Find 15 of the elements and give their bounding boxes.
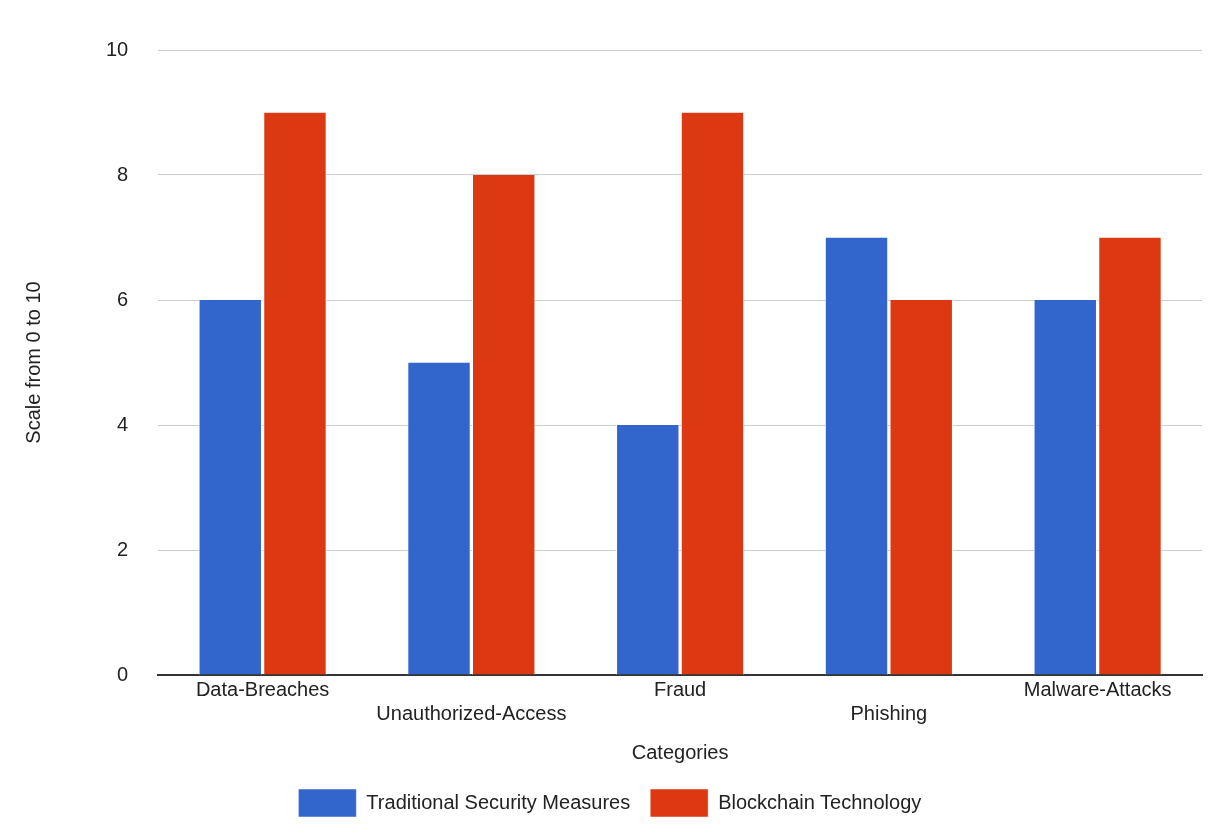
y-tick-label: 0 [117,662,129,685]
x-tick-label: Unauthorized-Access [376,701,567,724]
x-tick-label: Data-Breaches [195,677,330,700]
y-axis-title: Scale from 0 to 10 [21,281,44,444]
y-tick-label: 2 [117,537,129,560]
y-tick-label: 6 [117,287,129,310]
x-tick-label: Fraud [654,677,707,700]
x-axis-title: Categories [631,740,729,763]
x-tick-label: Malware-Attacks [1023,677,1172,700]
x-tick-label: Phishing [850,701,928,724]
y-tick-label: 8 [117,162,129,185]
y-tick-label: 4 [117,412,129,435]
legend-label: Blockchain Technology [718,790,922,813]
legend-label: Traditional Security Measures [366,790,631,813]
y-tick-label: 10 [106,37,129,60]
